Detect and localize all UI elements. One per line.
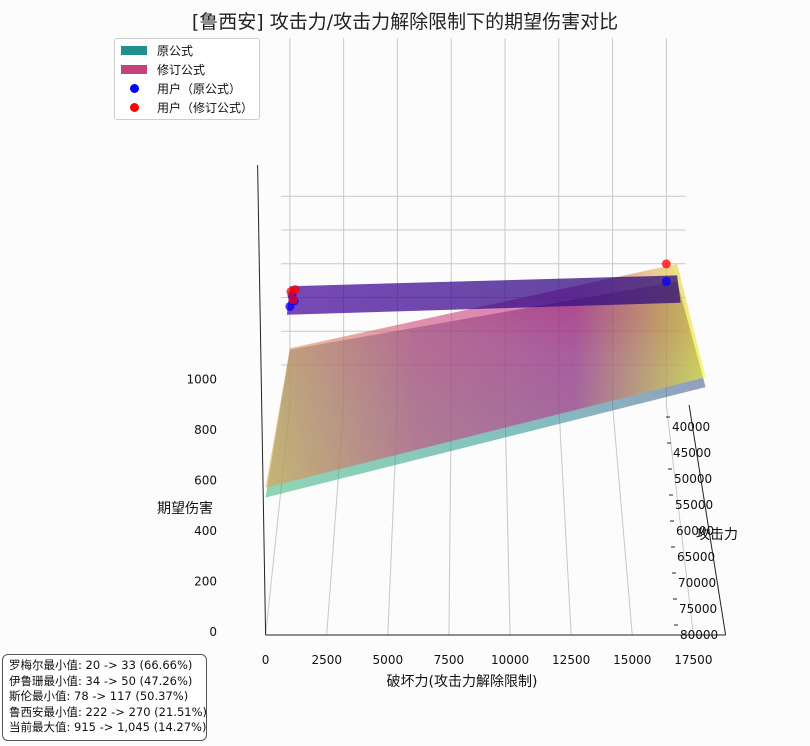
x-tick-label: 10000 xyxy=(491,653,529,667)
legend-item-user-revised: 用户（修订公式） xyxy=(121,98,253,116)
legend-item-original: 原公式 xyxy=(121,41,193,59)
x-tick-label: 5000 xyxy=(373,653,404,667)
z-tick-label: 200 xyxy=(194,575,217,589)
note-line: 斯伦最小值: 78 -> 117 (50.37%) xyxy=(9,689,189,704)
x-tick-label: 15000 xyxy=(613,653,651,667)
y-tick-label: 45000 xyxy=(673,446,711,460)
z-tick-label: 600 xyxy=(194,474,217,488)
z-tick-label: 0 xyxy=(209,625,217,639)
y-tick-label: 40000 xyxy=(672,420,710,434)
y-axis-label: 攻击力 xyxy=(696,527,738,543)
z-tick-label: 400 xyxy=(194,524,217,538)
stats-annotation: 罗梅尔最小值: 20 -> 33 (66.66%) 伊鲁珊最小值: 34 -> … xyxy=(2,654,207,741)
legend-dot-user-revised xyxy=(130,102,139,112)
y-axis-line xyxy=(688,404,727,636)
x-tick-label: 17500 xyxy=(674,653,712,667)
legend-swatch-original xyxy=(121,45,147,55)
note-line: 鲁西安最小值: 222 -> 270 (21.51%) xyxy=(9,704,208,719)
legend-item-user-original: 用户（原公式） xyxy=(121,79,241,97)
x-tick-label: 0 xyxy=(262,653,270,667)
y-tick-label: 75000 xyxy=(679,602,717,616)
surface-revised xyxy=(265,263,706,488)
legend-swatch-revised xyxy=(121,64,147,74)
user-revised-point xyxy=(286,287,296,297)
gridline-floor-x xyxy=(612,404,633,636)
tick-labels: 0 2500 5000 7500 10000 12500 15000 175004000045… xyxy=(186,373,718,668)
note-line: 当前最大值: 915 -> 1,045 (14.27%) xyxy=(9,720,207,735)
surfaces xyxy=(265,263,706,498)
user-revised-point xyxy=(288,295,298,305)
x-tick-label: 12500 xyxy=(552,653,590,667)
legend-label-original: 原公式 xyxy=(157,43,194,58)
user-original-point xyxy=(661,276,671,286)
surface-overlap xyxy=(286,275,681,315)
x-tick-label: 7500 xyxy=(434,653,465,667)
legend: 原公式 修订公式 用户（原公式） 用户（修订公式） xyxy=(114,38,260,120)
z-tick-label: 800 xyxy=(194,423,217,437)
gridline-floor-x xyxy=(665,404,694,636)
data-points xyxy=(285,259,671,311)
user-revised-point xyxy=(661,259,671,269)
y-tick-label: 80000 xyxy=(680,628,718,642)
z-tick-label: 1000 xyxy=(186,373,217,387)
note-line: 伊鲁珊最小值: 34 -> 50 (47.26%) xyxy=(9,673,193,688)
z-axis-label: 期望伤害 xyxy=(157,501,213,517)
x-tick-label: 2500 xyxy=(311,653,342,667)
axes xyxy=(257,164,727,636)
chart-title: [鲁西安] 攻击力/攻击力解除限制下的期望伤害对比 xyxy=(191,11,619,33)
legend-item-revised: 修订公式 xyxy=(121,60,205,78)
note-line: 罗梅尔最小值: 20 -> 33 (66.66%) xyxy=(9,658,193,672)
y-tick-label: 55000 xyxy=(675,498,713,512)
gridline-floor-x xyxy=(504,404,511,636)
y-tick-label: 70000 xyxy=(678,576,716,590)
z-axis-line xyxy=(257,164,267,636)
gridline-floor-x xyxy=(558,404,572,636)
y-tick-label: 50000 xyxy=(674,472,712,486)
y-tick-label: 65000 xyxy=(677,550,715,564)
y-tick-label: 60000 xyxy=(676,524,714,538)
legend-dot-user-original xyxy=(130,83,139,93)
x-axis-label: 破坏力(攻击力解除限制) xyxy=(387,674,538,690)
legend-label-user-original: 用户（原公式） xyxy=(157,81,242,96)
legend-label-revised: 修订公式 xyxy=(157,62,206,77)
legend-label-user-revised: 用户（修订公式） xyxy=(157,100,254,115)
